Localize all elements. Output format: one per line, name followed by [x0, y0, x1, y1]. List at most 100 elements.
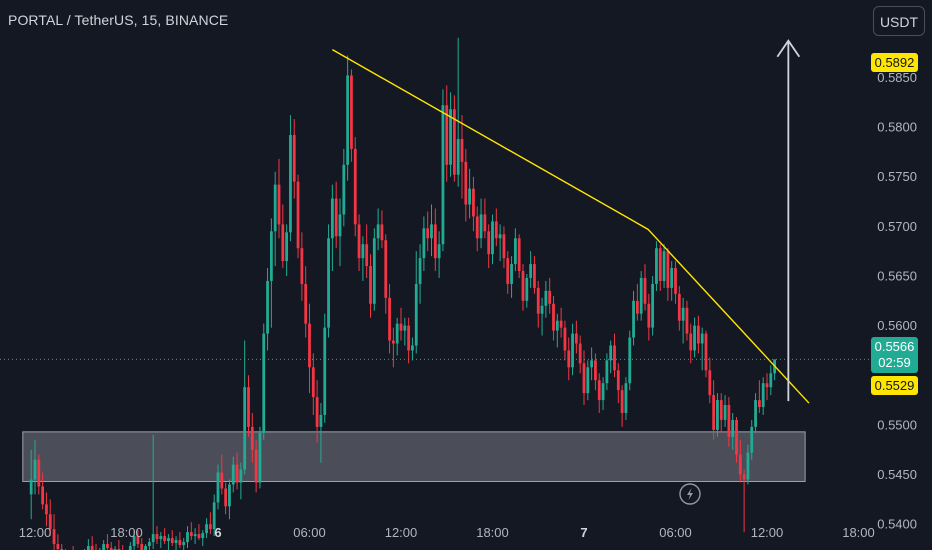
candle-body: [174, 540, 178, 544]
candle: [239, 462, 243, 500]
candle-body: [90, 546, 94, 550]
candle-body: [609, 345, 613, 361]
candle: [304, 266, 308, 338]
candle-body: [723, 405, 727, 420]
candle: [494, 208, 498, 247]
current-price-tag: 0.5566 02:59: [871, 337, 918, 373]
candle-body: [285, 232, 289, 262]
candle: [391, 327, 395, 368]
candle-body: [247, 387, 250, 427]
candle-body: [689, 333, 693, 351]
candle-body: [677, 293, 681, 321]
candle: [159, 532, 163, 549]
symbol-title: PORTAL / TetherUS, 15, BINANCE: [8, 12, 229, 28]
candle: [597, 373, 601, 413]
candle-body: [407, 325, 411, 351]
candle-body: [418, 258, 422, 284]
candle: [136, 530, 140, 549]
candle: [533, 256, 536, 294]
candle-body: [186, 532, 189, 543]
candle: [468, 168, 472, 219]
candle-body: [395, 323, 399, 344]
candle-body: [533, 264, 536, 288]
candle: [315, 380, 319, 443]
candle: [395, 317, 399, 356]
candle: [95, 544, 97, 550]
candle-body: [220, 472, 224, 489]
candle-body: [178, 540, 182, 546]
candle: [750, 419, 754, 460]
candle-body: [273, 184, 277, 232]
candle: [552, 295, 555, 341]
candle-body: [311, 367, 315, 398]
candle-body: [452, 109, 456, 175]
candle-body: [346, 75, 350, 165]
candle: [308, 303, 311, 394]
alert-bolt-icon[interactable]: [679, 483, 701, 505]
candle-body: [422, 228, 426, 259]
candle: [719, 393, 723, 433]
candle: [544, 280, 548, 318]
candle-body: [289, 135, 292, 233]
candle-body: [757, 400, 761, 408]
candle: [578, 335, 582, 374]
target-price-tag: 0.5892: [871, 53, 918, 72]
candle: [418, 244, 422, 304]
candle-body: [376, 224, 380, 239]
candle: [224, 482, 228, 515]
candle-body: [704, 333, 708, 371]
candle-body: [228, 484, 231, 507]
candle-body: [37, 459, 41, 487]
candle-body: [189, 532, 193, 537]
candle: [205, 518, 208, 539]
candle-body: [468, 188, 472, 205]
candle-body: [201, 533, 205, 539]
candle-body: [369, 266, 372, 304]
candle-body: [639, 277, 643, 314]
candle: [483, 198, 487, 239]
candle: [426, 211, 430, 252]
candle-body: [498, 234, 502, 239]
candle-body: [571, 333, 574, 368]
candle-body: [735, 419, 738, 455]
candle-body: [742, 474, 746, 480]
candle: [29, 449, 33, 520]
candle: [350, 69, 353, 162]
candle-body: [132, 536, 136, 547]
candle-body: [510, 264, 513, 284]
candle-body: [582, 363, 586, 394]
candle: [674, 261, 677, 304]
candle-body: [727, 405, 731, 437]
candle-body: [635, 300, 639, 314]
candle: [285, 224, 289, 276]
candle: [235, 452, 239, 490]
candle-body: [56, 544, 60, 550]
currency-button[interactable]: USDT: [873, 6, 925, 36]
candle-body: [147, 542, 151, 547]
candle-body: [163, 536, 167, 542]
candle-body: [140, 544, 144, 550]
candle: [140, 538, 144, 550]
candle: [620, 385, 624, 427]
candle-body: [323, 327, 327, 415]
candle: [266, 268, 269, 351]
candle-body: [555, 320, 559, 331]
candle: [220, 454, 224, 495]
candle-body: [327, 238, 330, 328]
candle: [738, 439, 742, 483]
candle: [411, 337, 414, 361]
candle-body: [292, 135, 296, 182]
candle: [609, 340, 613, 374]
candle: [536, 280, 540, 328]
candle-body: [29, 479, 33, 495]
candle: [327, 224, 330, 338]
candle: [475, 206, 479, 252]
candle-body: [651, 283, 655, 328]
candle-body: [487, 231, 491, 255]
time-tick-label: 06:00: [293, 525, 326, 540]
candle-body: [712, 395, 716, 430]
candle: [712, 380, 716, 440]
candle: [56, 534, 60, 550]
candle: [571, 323, 574, 376]
